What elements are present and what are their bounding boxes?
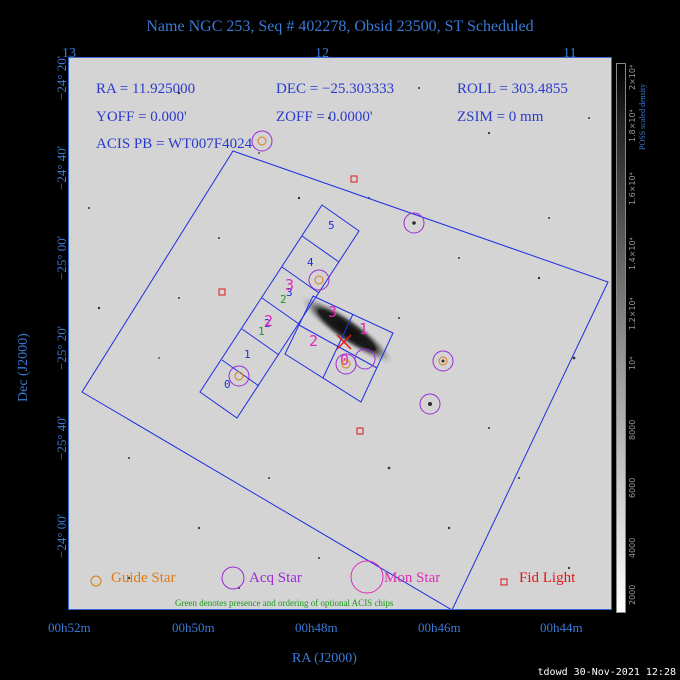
dec-tick-1: −24° 20' [54,55,69,100]
legend-guide-label: Guide Star [111,570,176,586]
dec-tick-5: −25° 40' [54,415,69,460]
legend-fid-label: Fid Light [519,570,576,586]
cb-tick-6: 1.2×10⁴ [628,297,637,330]
cb-tick-8: 1.6×10⁴ [628,172,637,205]
chip-label-3: 3 [286,286,293,299]
info-ra: RA = 11.925000 [96,81,196,97]
y-axis-label: Dec (J2000) [16,333,31,402]
acis-center-chips [284,295,394,403]
legend-mon-label: Mon Star [384,570,441,586]
legend-acq-icon [221,566,245,590]
info-roll: ROLL = 303.4855 [457,81,568,97]
footer-timestamp: tdowd 30-Nov-2021 12:28 [537,667,676,678]
center-label-3: 3 [328,303,337,321]
ra-tick-3: 00h48m [295,620,338,635]
cb-tick-2: 4000 [628,537,637,558]
info-zsim: ZSIM = 0 mm [457,109,544,125]
optional-chip-label-1: 1 [258,325,265,338]
chip-label-1: 1 [244,348,251,361]
chip-label-4: 4 [307,256,314,269]
mon-label-2: 2 [264,312,273,330]
info-yoff: YOFF = 0.000' [96,109,187,125]
dec-tick-6: −24° 00' [54,513,69,558]
dec-tick-2: −24° 40' [54,145,69,190]
info-acis-pb: ACIS PB = WT007F4024 [96,136,253,152]
optional-chip-label-2: 2 [280,293,287,306]
cb-tick-4: 8000 [628,419,637,440]
legend-fid-icon [500,578,508,586]
plot-title: Name NGC 253, Seq # 402278, Obsid 23500,… [146,18,534,35]
fid-lights [218,175,364,435]
cb-tick-1: 2000 [628,584,637,605]
ra-tick-1: 00h52m [48,620,91,635]
mon-label-3: 3 [285,276,294,294]
legend-acq-label: Acq Star [249,570,302,586]
legend-mon-icon [350,560,384,594]
ra-tick-5: 00h44m [540,620,583,635]
pointing-marker [336,334,352,350]
field-outline [81,150,609,609]
ra-tick-4: 00h46m [418,620,461,635]
cb-tick-9: 1.8×10⁴ [628,109,637,142]
info-dec: DEC = −25.303333 [276,81,395,97]
sky-overlay: 0 1 2 3 4 5 1 2 2 3 2 3 1 0 [81,87,609,609]
guide-stars [234,136,448,381]
acis-chip-strip [199,204,360,419]
x-axis-label: RA (J2000) [292,651,357,666]
chip-label-2: 2 [264,317,271,330]
cb-tick-7: 1.4×10⁴ [628,237,637,270]
cb-tick-3: 6000 [628,477,637,498]
chip-label-5: 5 [328,219,335,232]
optional-chip-note: Green denotes presence and ordering of o… [175,598,394,608]
cb-tick-5: 10⁴ [628,356,637,370]
cb-tick-10: 2×10⁴ [628,64,637,90]
colorbar-label: POSS scaled density [638,83,647,150]
sky-image: 0 1 2 3 4 5 1 2 2 3 2 3 1 0 [68,57,612,610]
dec-tick-4: −25° 20' [54,325,69,370]
dec-tick-3: −25° 00' [54,235,69,280]
chip-label-0: 0 [224,378,231,391]
center-label-2: 2 [309,332,318,350]
ra-tick-2: 00h50m [172,620,215,635]
legend-guide-icon [90,575,102,587]
info-zoff: ZOFF = 0.0000' [276,109,373,125]
density-colorbar [616,63,626,613]
center-label-1: 1 [359,320,368,338]
acq-stars [228,130,454,415]
